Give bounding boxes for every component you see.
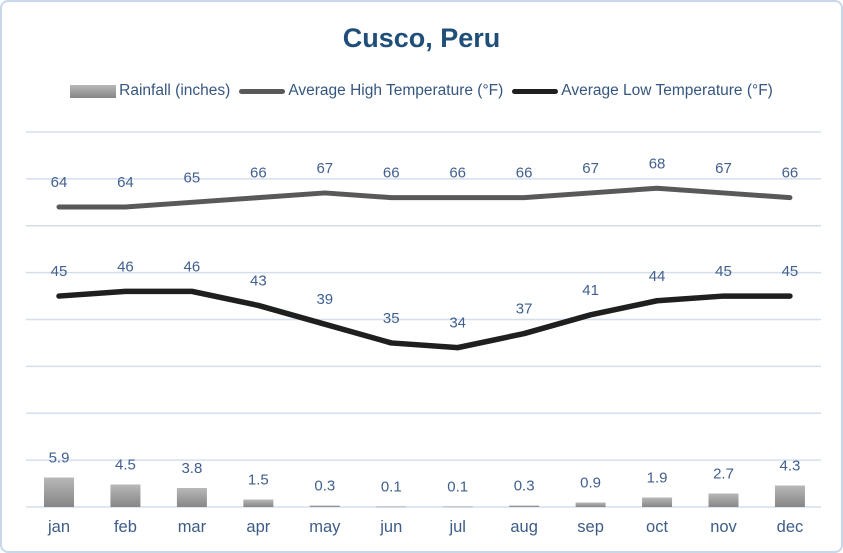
avg-low-temp-label-may: 39 (316, 291, 333, 308)
avg-high-temp-label-jun: 66 (383, 165, 400, 182)
avg-high-temp-label-apr: 66 (250, 165, 267, 182)
rainfall-label-jan: 5.9 (49, 450, 70, 467)
avg-high-temp-label-mar: 65 (184, 169, 201, 186)
x-axis-label-jul: jul (448, 518, 466, 536)
x-axis-label-nov: nov (710, 518, 737, 536)
rainfall-bar-oct (642, 497, 673, 507)
rainfall-bar-aug (509, 505, 540, 507)
rainfall-label-mar: 3.8 (181, 460, 202, 477)
avg-low-temp-label-jan: 45 (51, 263, 68, 280)
rainfall-label-feb: 4.5 (115, 457, 136, 474)
rainfall-bar-mar (176, 488, 207, 507)
avg-low-temp-label-sep: 41 (582, 282, 599, 299)
rainfall-bar-nov (708, 493, 739, 507)
legend-label-avg-low: Average Low Temperature (°F) (561, 82, 773, 99)
avg-high-temp-label-sep: 67 (582, 160, 599, 177)
rainfall-bar-may (309, 505, 340, 507)
rainfall-label-dec: 4.3 (780, 458, 801, 475)
avg-high-temp-label-aug: 66 (516, 165, 533, 182)
x-axis-label-aug: aug (510, 518, 538, 536)
rainfall-bar-feb (110, 484, 141, 507)
avg-low-temp-label-jun: 35 (383, 310, 400, 327)
x-axis-label-jun: jun (379, 518, 402, 536)
rainfall-label-oct: 1.9 (647, 470, 668, 487)
chart-legend: Rainfall (inches) Average High Temperatu… (2, 82, 841, 100)
x-axis-label-oct: oct (646, 518, 668, 536)
avg-low-temp-label-apr: 43 (250, 272, 267, 289)
rainfall-bar-dec (774, 485, 805, 507)
x-axis-label-apr: apr (246, 518, 270, 536)
x-axis-label-sep: sep (577, 518, 604, 536)
avg-high-temp-label-may: 67 (316, 160, 333, 177)
avg-high-temp-label-feb: 64 (117, 174, 134, 191)
avg-low-temp-label-feb: 46 (117, 258, 134, 275)
avg-high-temp-label-nov: 67 (715, 160, 732, 177)
rainfall-bar-jun (376, 506, 407, 508)
legend-label-avg-high: Average High Temperature (°F) (288, 82, 504, 99)
rainfall-label-may: 0.3 (314, 478, 335, 495)
rainfall-label-apr: 1.5 (248, 472, 269, 489)
avg-high-temp-label-oct: 68 (649, 155, 666, 172)
x-axis-label-feb: feb (114, 518, 137, 536)
avg-high-temp-label-jan: 64 (51, 174, 68, 191)
avg-high-temp-label-dec: 66 (782, 165, 799, 182)
legend-label-rainfall: Rainfall (inches) (119, 82, 231, 99)
legend-item-avg-low: Average Low Temperature (°F) (512, 82, 773, 100)
x-axis-label-mar: mar (178, 518, 207, 536)
x-axis-label-jan: jan (47, 518, 70, 536)
rainfall-label-jun: 0.1 (381, 479, 402, 496)
x-axis-label-may: may (309, 518, 341, 536)
rainfall-label-aug: 0.3 (514, 478, 535, 495)
chart-title: Cusco, Peru (342, 23, 501, 53)
rainfall-label-jul: 0.1 (447, 479, 468, 496)
rainfall-label-sep: 0.9 (580, 475, 601, 492)
low-line-swatch-icon (512, 88, 559, 94)
rainfall-label-nov: 2.7 (713, 466, 734, 483)
legend-item-rainfall: Rainfall (inches) (70, 82, 230, 100)
rainfall-bar-jan (44, 477, 74, 507)
avg-low-temp-label-mar: 46 (184, 258, 201, 275)
x-axis-label-dec: dec (777, 518, 804, 536)
avg-high-temp-line (56, 185, 793, 210)
high-line-swatch-icon (239, 88, 286, 94)
avg-high-temp-label-jul: 66 (449, 165, 466, 182)
legend-item-avg-high: Average High Temperature (°F) (239, 82, 503, 100)
rainfall-bar-jul (442, 506, 473, 508)
avg-low-temp-label-dec: 45 (782, 263, 799, 280)
avg-low-temp-line (56, 288, 793, 351)
avg-low-temp-label-jul: 34 (449, 315, 466, 332)
avg-low-temp-label-oct: 44 (649, 268, 666, 285)
rainfall-bar-apr (243, 499, 274, 507)
rainfall-bar-sep (575, 502, 606, 507)
avg-low-temp-label-nov: 45 (715, 263, 732, 280)
avg-low-temp-label-aug: 37 (516, 301, 533, 318)
rainfall-bar-swatch-icon (70, 84, 117, 98)
